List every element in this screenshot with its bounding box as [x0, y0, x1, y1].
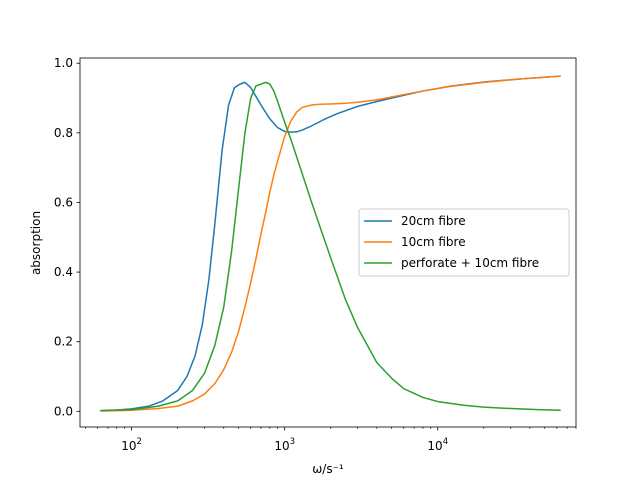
- x-tick-label-2: 104: [427, 437, 448, 453]
- y-tick-label-4: 0.8: [54, 126, 73, 140]
- y-tick-label-3: 0.6: [54, 195, 73, 209]
- y-tick-label-2: 0.4: [54, 265, 73, 279]
- y-tick-label-5: 1.0: [54, 56, 73, 70]
- legend-label-1: 10cm fibre: [401, 235, 466, 249]
- y-axis-label: absorption: [29, 211, 43, 275]
- axes-frame: [79, 57, 577, 428]
- axes: 0.0 0.2 0.4 0.6 0.8 1.0 102 103 104: [54, 56, 577, 453]
- legend-box: [358, 208, 570, 277]
- series-line-0: [100, 75, 561, 412]
- x-axis-label: ω/s⁻¹: [312, 462, 344, 476]
- y-tick-label-0: 0.0: [54, 404, 73, 418]
- y-tick-label-1: 0.2: [54, 335, 73, 349]
- x-tick-label-1: 103: [274, 437, 295, 453]
- legend-label-2: perforate + 10cm fibre: [401, 256, 539, 270]
- legend-label-0: 20cm fibre: [401, 214, 466, 228]
- legend: 20cm fibre 10cm fibre perforate + 10cm fib…: [358, 208, 570, 277]
- series-line-2: [100, 81, 561, 412]
- x-tick-label-0: 102: [121, 437, 142, 453]
- plot-lines: [100, 75, 561, 412]
- series-line-1: [100, 75, 561, 412]
